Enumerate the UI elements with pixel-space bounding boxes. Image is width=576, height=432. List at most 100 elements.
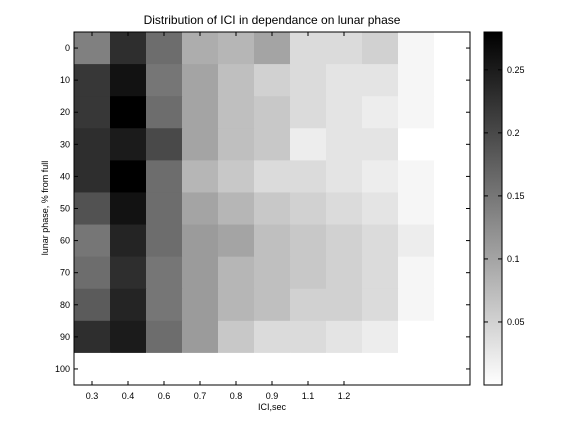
- heatmap-cell: [326, 224, 363, 258]
- heatmap-cell: [326, 288, 363, 322]
- heatmap-cell: [254, 128, 291, 161]
- heatmap-cell: [326, 64, 363, 97]
- heatmap-cell: [146, 32, 183, 65]
- y-tick-label: 90: [60, 332, 70, 342]
- colorbar: [484, 32, 502, 385]
- heatmap-cell: [74, 288, 111, 322]
- heatmap-cell: [362, 320, 399, 354]
- heatmap-cell: [398, 96, 435, 129]
- heatmap-cell: [182, 160, 219, 194]
- heatmap-cell: [362, 64, 399, 97]
- heatmap-cell: [290, 256, 327, 290]
- colorbar-frame: [483, 31, 503, 386]
- heatmap-cell: [74, 32, 111, 65]
- heatmap-cell: [398, 352, 435, 386]
- heatmap-cell: [146, 128, 183, 161]
- x-tick-label: 0.8: [230, 391, 243, 401]
- heatmap-cell: [362, 160, 399, 194]
- heatmap-cell: [110, 160, 147, 194]
- heatmap-cell: [110, 64, 147, 97]
- y-tick-label: 100: [55, 364, 70, 374]
- x-tick-label: 1.2: [338, 391, 351, 401]
- heatmap-cell: [434, 32, 471, 65]
- heatmap-cell: [290, 192, 327, 226]
- colorbar-tick-label: 0.05: [507, 317, 525, 327]
- heatmap-cell: [326, 128, 363, 161]
- heatmap-cell: [146, 288, 183, 322]
- y-tick-label: 80: [60, 300, 70, 310]
- colorbar-tick-label: 0.15: [507, 191, 525, 201]
- heatmap-cell: [110, 256, 147, 290]
- heatmap-cell: [254, 352, 291, 386]
- heatmap-cell: [218, 160, 255, 194]
- y-axis-label: lunar phase, % from full: [40, 161, 50, 256]
- heatmap-cell: [218, 64, 255, 97]
- heatmap-cell: [290, 160, 327, 194]
- heatmap-cell: [110, 128, 147, 161]
- heatmap-cell: [182, 64, 219, 97]
- heatmap-cell: [398, 288, 435, 322]
- heatmap-cell: [434, 256, 471, 290]
- heatmap-cell: [434, 192, 471, 226]
- heatmap-cell: [254, 256, 291, 290]
- heatmap-cell: [290, 64, 327, 97]
- heatmap-cell: [434, 288, 471, 322]
- x-tick-label: 0.4: [122, 391, 135, 401]
- heatmap-cell: [290, 128, 327, 161]
- heatmap-cell: [182, 288, 219, 322]
- heatmap-cell: [434, 128, 471, 161]
- heatmap-cell: [326, 256, 363, 290]
- heatmap-cell: [326, 352, 363, 386]
- heatmap-cell: [182, 96, 219, 129]
- heatmap-cell: [218, 256, 255, 290]
- heatmap-cell: [362, 352, 399, 386]
- heatmap-cell: [146, 96, 183, 129]
- y-tick-label: 40: [60, 171, 70, 181]
- heatmap-cell: [146, 320, 183, 354]
- heatmap-cell: [326, 96, 363, 129]
- heatmap-cell: [290, 352, 327, 386]
- y-tick-label: 10: [60, 75, 70, 85]
- heatmap-cell: [74, 160, 111, 194]
- y-tick-label: 50: [60, 204, 70, 214]
- heatmap-cell: [218, 288, 255, 322]
- heatmap-cell: [74, 352, 111, 386]
- x-tick-label: 0.6: [158, 391, 171, 401]
- heatmap-cell: [182, 192, 219, 226]
- heatmap-cell: [110, 96, 147, 129]
- x-tick-label: 0.3: [86, 391, 99, 401]
- heatmap-cell: [362, 32, 399, 65]
- heatmap-cell: [326, 320, 363, 354]
- heatmap-cell: [218, 96, 255, 129]
- heatmap-cell: [218, 320, 255, 354]
- heatmap-cell: [398, 64, 435, 97]
- heatmap-cell: [110, 224, 147, 258]
- heatmap-cell: [362, 128, 399, 161]
- heatmap-cell: [254, 64, 291, 97]
- heatmap-cell: [254, 96, 291, 129]
- heatmap-cell: [434, 320, 471, 354]
- heatmap-cell: [290, 320, 327, 354]
- heatmap-cell: [398, 192, 435, 226]
- heatmap-cell: [326, 32, 363, 65]
- x-tick-label: 1.1: [302, 391, 315, 401]
- heatmap-cell: [398, 160, 435, 194]
- heatmap-cell: [254, 32, 291, 65]
- y-tick-label: 60: [60, 236, 70, 246]
- heatmap-cell: [218, 224, 255, 258]
- heatmap-cell: [146, 352, 183, 386]
- y-tick-label: 70: [60, 268, 70, 278]
- heatmap-cell: [146, 224, 183, 258]
- heatmap-cell: [110, 32, 147, 65]
- heatmap-cell: [182, 32, 219, 65]
- heatmap-cells: [74, 32, 471, 386]
- heatmap-cell: [218, 352, 255, 386]
- chart-title: Distribution of ICI in dependance on lun…: [144, 13, 401, 27]
- y-axis: 0 10 20 30 40 50 60 70 80 90 100: [55, 43, 470, 374]
- heatmap-cell: [74, 128, 111, 161]
- heatmap-cell: [434, 224, 471, 258]
- heatmap-cell: [110, 320, 147, 354]
- heatmap-cell: [326, 192, 363, 226]
- heatmap-cell: [146, 160, 183, 194]
- heatmap-cell: [218, 128, 255, 161]
